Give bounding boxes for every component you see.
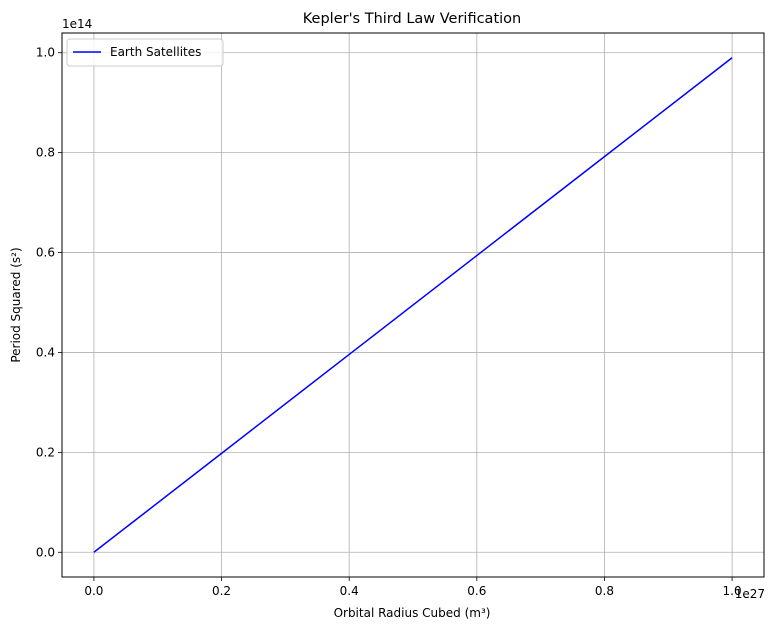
legend: Earth Satellites bbox=[66, 38, 224, 67]
legend-box bbox=[66, 38, 224, 67]
legend-label-earth-satellites: Earth Satellites bbox=[110, 45, 201, 59]
y-tick-label: 0.0 bbox=[36, 545, 55, 559]
y-axis-label: Period Squared (s²) bbox=[9, 247, 23, 362]
x-tick-label: 1.0 bbox=[723, 584, 742, 598]
y-tick-label: 0.2 bbox=[36, 445, 55, 459]
y-tick-label: 0.8 bbox=[36, 146, 55, 160]
plot-frame bbox=[61, 32, 765, 578]
x-tick-label: 0.0 bbox=[84, 584, 103, 598]
series-layer bbox=[93, 57, 733, 553]
x-axis-ticks: 0.0 0.2 0.4 0.6 0.8 1.0 bbox=[84, 577, 742, 598]
x-tick-label: 0.8 bbox=[595, 584, 614, 598]
y-tick-label: 0.4 bbox=[36, 345, 55, 359]
grid bbox=[62, 33, 764, 577]
series-line-earth-satellites bbox=[93, 57, 733, 553]
y-tick-label: 1.0 bbox=[36, 46, 55, 60]
x-axis-offset-label: 1e27 bbox=[735, 587, 765, 601]
y-axis-ticks: 0.0 0.2 0.4 0.6 0.8 1.0 bbox=[36, 46, 62, 559]
x-tick-label: 0.2 bbox=[212, 584, 231, 598]
chart-title: Kepler's Third Law Verification bbox=[303, 11, 521, 27]
x-axis-label: Orbital Radius Cubed (m³) bbox=[334, 606, 491, 620]
y-axis-offset-label: 1e14 bbox=[62, 17, 92, 31]
y-tick-label: 0.6 bbox=[36, 246, 55, 260]
x-tick-label: 0.6 bbox=[467, 584, 486, 598]
x-tick-label: 0.4 bbox=[340, 584, 359, 598]
